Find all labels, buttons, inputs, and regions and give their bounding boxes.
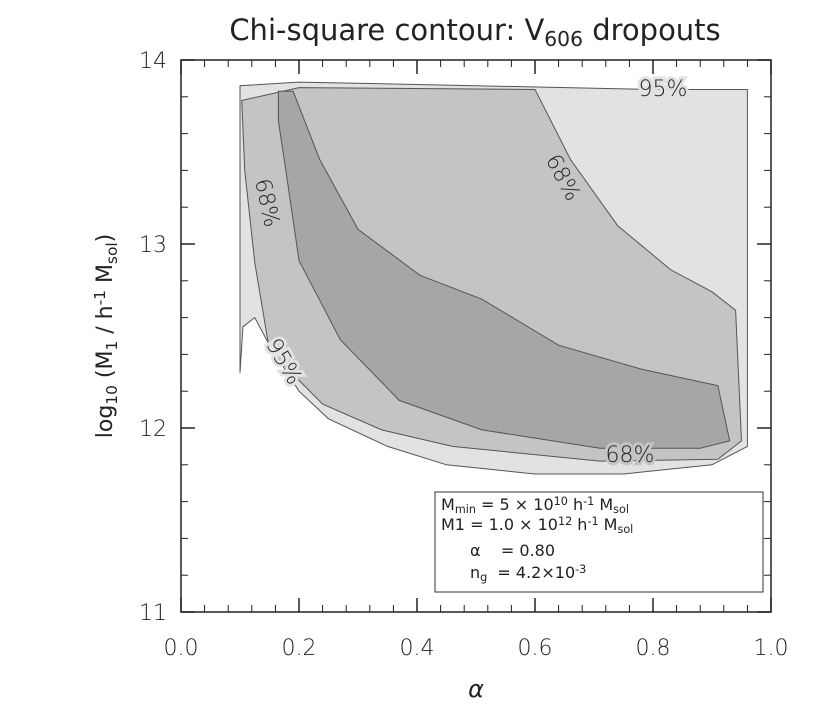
text-part: -1 (91, 290, 109, 305)
text-part: h (572, 515, 587, 534)
text-part: 1 (103, 341, 121, 351)
annotation-line: ng = 4.2×10-3 (470, 563, 586, 584)
text-part: M (599, 515, 618, 534)
y-tick-label: 12 (139, 417, 167, 442)
y-tick-label: 11 (139, 601, 167, 626)
text-part: h (568, 495, 583, 514)
chart-title: Chi-square contour: V606 dropouts (229, 13, 720, 51)
contour-label: 68% (606, 443, 655, 468)
text-part: 10 (554, 495, 568, 508)
annotation-line: M1 = 1.0 × 1012 h-1 Msol (441, 515, 633, 536)
x-tick-label: 0.4 (400, 636, 435, 661)
text-part: -1 (583, 495, 594, 508)
x-axis-label: α (468, 675, 484, 703)
contour-label: 95% (639, 77, 688, 102)
text-part: 10 (103, 385, 121, 405)
text-part: n (470, 563, 480, 582)
text-part: M (93, 264, 118, 290)
text-part: sol (103, 242, 121, 264)
text-part: M1 = 1.0 × 10 (441, 515, 558, 534)
text-part: min (455, 503, 476, 516)
text-part: (M (93, 351, 118, 386)
text-part: α = 0.80 (470, 541, 555, 560)
text-part: sol (613, 503, 629, 516)
plot-frame (180, 59, 772, 613)
x-tick-label: 0.2 (282, 636, 317, 661)
text-part: = 4.2×10 (487, 563, 575, 582)
x-tick-label: 0.0 (164, 636, 199, 661)
text-part: α (468, 675, 484, 703)
text-part: -1 (587, 515, 598, 528)
annotation-line: α = 0.80 (470, 541, 555, 560)
y-tick-label: 14 (139, 49, 167, 74)
text-part: / h (93, 305, 118, 340)
x-tick-label: 0.8 (636, 636, 671, 661)
y-axis-label: log10 (M1 / h-1 Msol) (91, 234, 120, 439)
text-part: dropouts (583, 13, 721, 47)
text-part: M (594, 495, 613, 514)
text-part: Chi-square contour: V (229, 13, 544, 47)
text-part: ) (93, 234, 118, 243)
x-tick-label: 1.0 (754, 636, 789, 661)
y-tick-label: 13 (139, 233, 167, 258)
text-part: log (93, 405, 118, 439)
text-part: sol (617, 523, 633, 536)
text-part: 606 (544, 27, 583, 51)
text-part: = 5 × 10 (476, 495, 554, 514)
contour-region (277, 90, 731, 449)
text-part: 12 (558, 515, 572, 528)
text-part: -3 (575, 563, 586, 576)
annotation-line: Mmin = 5 × 1010 h-1 Msol (441, 495, 629, 516)
x-tick-label: 0.6 (518, 636, 553, 661)
text-part: M (441, 495, 455, 514)
annotation-box (434, 491, 764, 593)
text-part: g (480, 571, 487, 584)
